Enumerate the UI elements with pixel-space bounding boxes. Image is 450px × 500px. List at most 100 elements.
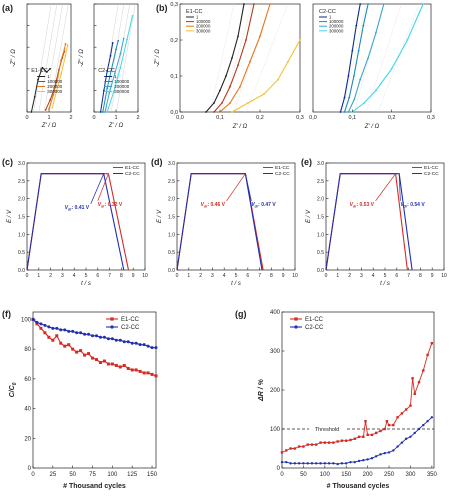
panel-b-point <box>359 3 362 5</box>
panel-f-point <box>43 331 47 335</box>
panel-f-point <box>43 323 47 327</box>
panel-g-point <box>289 447 292 450</box>
panel-g-ytick-label: 400 <box>270 310 281 316</box>
panel-f-legend-label: E1-CC <box>121 317 140 323</box>
panel-g-xtick-label: 350 <box>427 472 438 478</box>
panel-b-point <box>348 96 351 99</box>
panel-f-point <box>83 353 87 357</box>
panel-f-point <box>110 362 114 366</box>
panel-f-ytick-label: 0 <box>28 466 32 472</box>
panel-c-xtick-label: 0 <box>26 273 29 279</box>
panel-b-point <box>390 67 393 70</box>
panel-b-point <box>205 111 207 113</box>
panel-b-ylabel: -Z'' / Ω <box>155 49 161 67</box>
panel-g-point <box>332 441 335 444</box>
panel-c-xtick-label: 1 <box>37 273 40 279</box>
panel-f-xlabel: # Thousand cycles <box>63 483 126 490</box>
panel-a-legend-label: 100000 <box>114 79 130 84</box>
panel-e-ytick-label: 1.5 <box>317 215 324 221</box>
panel-e-series-line <box>325 173 413 271</box>
panel-f-point <box>91 334 95 338</box>
panel-g-xtick-label: 300 <box>405 472 416 478</box>
panel-c-annotation-arrow <box>97 173 109 201</box>
panel-f-point <box>118 365 122 369</box>
panel-a-point <box>109 54 112 57</box>
panel-f-point <box>98 361 102 365</box>
panel-b-point <box>253 3 255 5</box>
panel-e-legend-label: C2-CC <box>424 171 439 177</box>
panel-c-xtick-label: 10 <box>142 273 148 279</box>
panel-a-point <box>110 67 113 70</box>
panel-g-point <box>306 462 309 465</box>
panel-c-ylabel: E / V <box>7 209 13 223</box>
panel-g-point <box>400 412 404 415</box>
panel-b-series-line <box>339 3 361 113</box>
panel-g-point <box>349 460 352 464</box>
panel-a-point <box>112 90 115 93</box>
panel-g-legend-label: E1-CC <box>305 317 324 323</box>
panel-f-point <box>130 341 134 345</box>
panel-g-legend-marker <box>294 325 298 329</box>
panel-f-point <box>142 371 146 375</box>
panel-g-point <box>297 462 301 465</box>
panel-c-legend-label: C2-CC <box>125 171 140 177</box>
panel-e-xtick-label: 9 <box>431 273 434 279</box>
panel-a-point <box>108 91 111 94</box>
panel-a-gray-trace <box>116 3 136 113</box>
panel-f-point <box>146 344 150 348</box>
panel-g-point <box>345 462 348 465</box>
panel-b-point <box>362 24 365 27</box>
panel-a-legend-label: 200000 <box>114 84 130 89</box>
panel-b-point <box>359 78 362 81</box>
panel-a-legend-title: C2-CC <box>98 68 115 74</box>
panel-c-annotation-arrow <box>90 173 105 204</box>
panel-b-xlabel: Z' / Ω <box>364 124 380 130</box>
panel-a-point <box>45 71 48 73</box>
panel-b-xtick-label: 0,3 <box>296 115 304 121</box>
panel-c-ytick-label: 1.0 <box>18 232 25 238</box>
panel-d-xtick-label: 4 <box>223 273 226 279</box>
panel-a-point <box>106 111 109 113</box>
panel-d-series-line <box>176 173 264 271</box>
panel-g-series-line <box>282 416 433 465</box>
panel-g-plot <box>281 311 435 469</box>
panel-g-point <box>297 445 301 448</box>
panel-f-point <box>106 337 110 341</box>
panel-e-xtick-label: 2 <box>348 273 351 279</box>
panel-g-point <box>353 437 356 440</box>
panel-e-ytick-label: 0.5 <box>317 250 324 256</box>
panel-g-point <box>370 433 374 437</box>
panel-b-series-line <box>213 3 255 113</box>
panel-g-legend-label: C2-CC <box>305 325 324 331</box>
panel-g-point <box>430 416 434 419</box>
panel-g-point <box>302 462 305 465</box>
panel-b-legend-label: 1 <box>329 15 332 20</box>
panel-b-ytick-label: 0,3 <box>170 2 178 8</box>
panel-b-point <box>269 3 271 5</box>
panel-a-point <box>49 67 51 70</box>
panel-f-xtick-label: 0 <box>31 472 35 478</box>
panel-g-point <box>323 441 327 444</box>
panel-f-point <box>71 329 75 333</box>
panel-a-point <box>115 48 117 51</box>
panel-b-point <box>351 49 354 52</box>
panel-g-point <box>417 427 421 431</box>
panel-g-ytick-label: 0 <box>277 466 281 472</box>
panel-c-xlabel: t / s <box>81 281 91 287</box>
panel-d-xtick-label: 8 <box>270 273 273 279</box>
panel-f-xtick-label: 150 <box>147 472 158 478</box>
panel-a-gray-trace <box>49 3 69 113</box>
panel-g-point <box>374 431 378 435</box>
panel-d-annotation-arrow <box>226 173 246 201</box>
panel-b-point <box>259 35 261 38</box>
panel-a-xtick-label: 1 <box>47 115 50 121</box>
panel-a-point <box>114 72 116 75</box>
panel-f-point <box>67 329 71 333</box>
panel-b-legend-label: 1 <box>196 15 199 20</box>
panel-g-point <box>357 435 361 438</box>
panel-b-point <box>229 85 231 88</box>
panel-g-point <box>383 451 386 455</box>
panel-b-point <box>245 39 247 41</box>
panel-f-point <box>114 338 118 342</box>
panel-a-point <box>104 111 106 113</box>
